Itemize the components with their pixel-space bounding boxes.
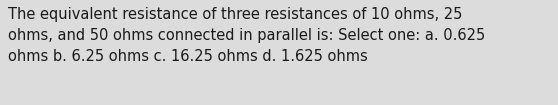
- Text: The equivalent resistance of three resistances of 10 ohms, 25
ohms, and 50 ohms : The equivalent resistance of three resis…: [8, 7, 485, 64]
